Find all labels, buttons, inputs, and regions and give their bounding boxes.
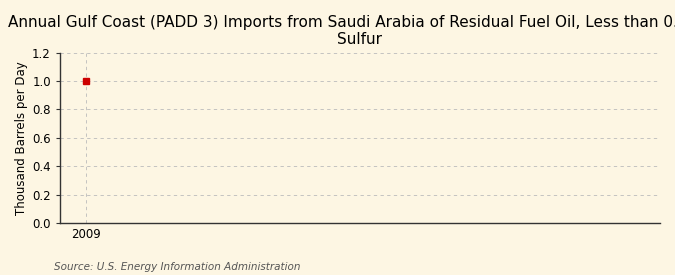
- Text: Source: U.S. Energy Information Administration: Source: U.S. Energy Information Administ…: [54, 262, 300, 272]
- Y-axis label: Thousand Barrels per Day: Thousand Barrels per Day: [15, 61, 28, 215]
- Title: Annual Gulf Coast (PADD 3) Imports from Saudi Arabia of Residual Fuel Oil, Less : Annual Gulf Coast (PADD 3) Imports from …: [8, 15, 675, 47]
